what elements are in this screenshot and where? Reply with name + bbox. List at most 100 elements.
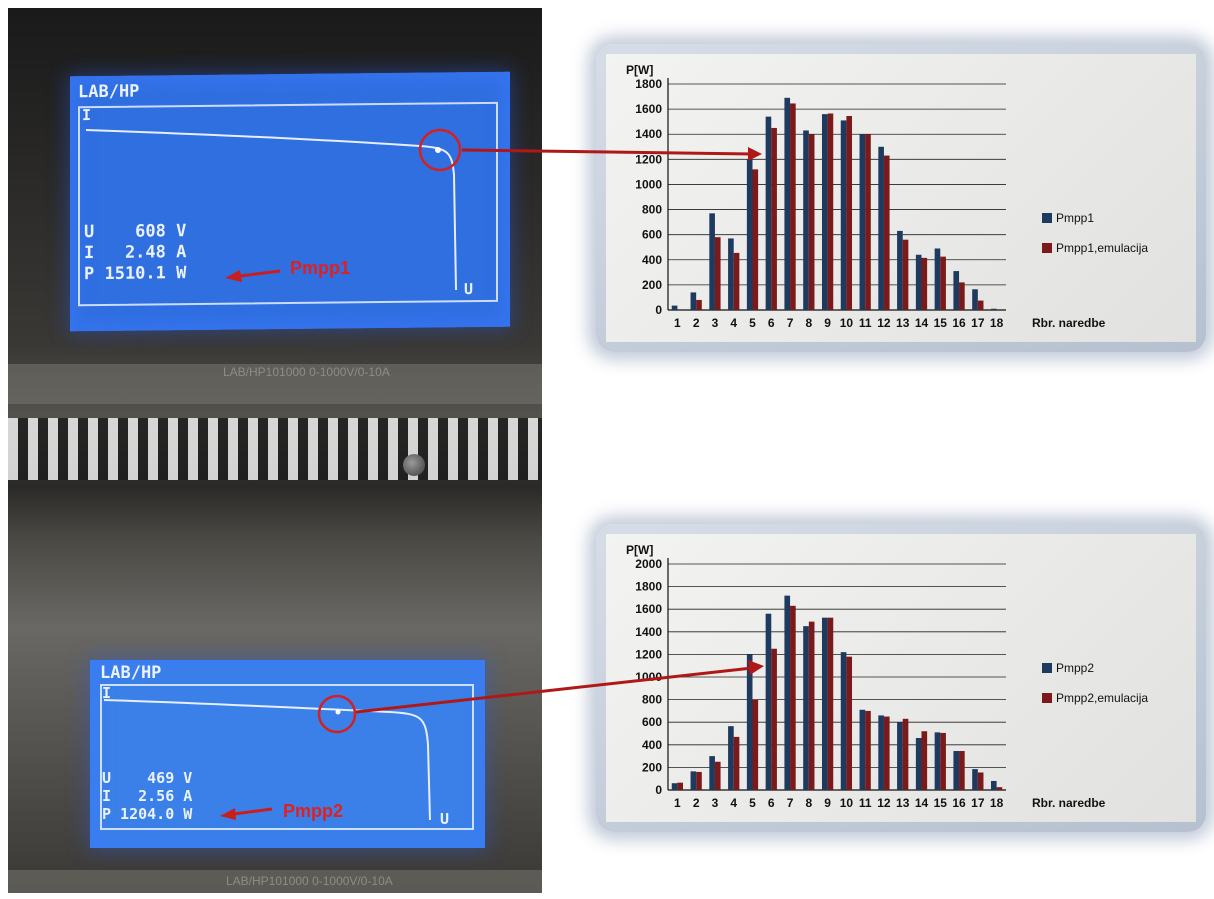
x-tick-label: 16 — [952, 796, 966, 810]
bar-emulated — [902, 718, 909, 790]
chart-card-top: P[W] 0 200 400 600 800 1000 1200 1400 1600 1800 1 2 3… — [596, 44, 1206, 352]
top-mpp-point — [435, 147, 441, 153]
y-tick-label: 200 — [642, 278, 662, 292]
bar-emulated — [714, 237, 721, 310]
bar-emulated — [733, 252, 740, 310]
top-pmpp-arrow — [239, 269, 281, 278]
bottom-pmpp-annotation: Pmpp2 — [283, 801, 344, 821]
bar-emulated — [921, 731, 928, 790]
bar-emulated — [771, 127, 777, 310]
x-tick-label: 1 — [674, 796, 681, 810]
chart-card-bottom: P[W] 0 200 400 600 800 1000 1200 1400 1600 1800 200… — [596, 524, 1206, 832]
y-tick-label: 1200 — [635, 152, 662, 166]
y-tick-label: 2000 — [635, 557, 662, 571]
x-tick-label: 8 — [805, 316, 812, 330]
top-device-model-label: LAB/HP101000 0-1000V/0-10A — [223, 365, 390, 379]
bottom-pmpp-arrow — [233, 807, 273, 816]
x-tick-label: 2 — [693, 796, 700, 810]
bar-emulated — [714, 761, 721, 790]
x-tick-label: 6 — [768, 796, 775, 810]
y-axis-title: P[W] — [626, 63, 653, 77]
bottom-display-current: I 2.56 A — [102, 787, 193, 805]
x-tick-label: 17 — [971, 316, 985, 330]
bar-measured — [728, 726, 734, 790]
bar-measured — [784, 595, 791, 790]
device-bezel-top — [8, 364, 542, 404]
y-tick-label: 800 — [642, 693, 662, 707]
bar-measured — [803, 130, 809, 310]
x-tick-label: 16 — [952, 316, 966, 330]
x-tick-label: 15 — [934, 796, 948, 810]
bar-measured — [897, 230, 903, 310]
bar-chart-bottom: P[W]020040060080010001200140016001800200… — [626, 543, 1148, 810]
legend-label: Pmpp1,emulacija — [1056, 241, 1148, 255]
top-connector-arrow — [461, 148, 753, 156]
y-tick-label: 1000 — [635, 177, 662, 191]
bar-emulated — [940, 256, 946, 310]
x-tick-label: 7 — [787, 316, 794, 330]
x-tick-label: 11 — [859, 316, 872, 330]
top-mpp-circle — [418, 128, 462, 172]
bar-measured — [878, 715, 884, 790]
x-tick-label: 9 — [824, 316, 831, 330]
bar-emulated — [996, 787, 1003, 790]
bar-measured — [953, 751, 960, 790]
y-tick-label: 400 — [642, 253, 662, 267]
legend-label: Pmpp2,emulacija — [1056, 691, 1148, 705]
device-knob — [403, 454, 425, 476]
legend-swatch — [1042, 693, 1052, 703]
bar-measured — [972, 289, 978, 310]
bar-measured — [709, 756, 715, 790]
x-tick-label: 17 — [971, 796, 985, 810]
x-tick-label: 9 — [824, 796, 831, 810]
bar-measured — [746, 159, 753, 310]
bar-measured — [803, 626, 809, 790]
legend-label: Pmpp2 — [1056, 661, 1094, 675]
bar-emulated — [940, 732, 946, 790]
device-bezel-bottom — [8, 870, 542, 893]
legend-label: Pmpp1 — [1056, 211, 1094, 225]
x-axis-title: Rbr. naredbe — [1032, 316, 1106, 330]
bottom-mpp-circle — [317, 694, 357, 734]
bottom-display-voltage: U 469 V — [102, 769, 193, 787]
bar-emulated — [808, 134, 815, 310]
bar-measured — [821, 114, 828, 310]
bar-measured — [840, 652, 847, 790]
bar-measured — [728, 238, 734, 310]
y-tick-label: 600 — [642, 715, 662, 729]
top-arrowhead — [748, 147, 762, 161]
x-tick-label: 3 — [712, 796, 719, 810]
top-iv-curve — [85, 129, 457, 291]
x-tick-label: 8 — [805, 796, 812, 810]
x-tick-label: 14 — [915, 796, 929, 810]
bar-measured — [840, 120, 847, 311]
bar-emulated — [696, 299, 702, 310]
instrument-photo: LAB/HP I U U 608 V I 2.48 A P 1510.1 W L… — [8, 8, 542, 893]
x-tick-label: 13 — [896, 796, 910, 810]
x-tick-label: 18 — [990, 316, 1004, 330]
bar-measured — [671, 305, 678, 310]
bar-emulated — [752, 169, 759, 310]
bar-measured — [953, 271, 960, 310]
bottom-display-title: LAB/HP — [100, 663, 162, 683]
bar-measured — [690, 292, 697, 310]
x-axis-title: Rbr. naredbe — [1032, 796, 1106, 810]
chart-area-bottom: P[W] 0 200 400 600 800 1000 1200 1400 1600 1800 200… — [606, 534, 1196, 822]
bar-measured — [972, 769, 978, 790]
bar-emulated — [865, 710, 871, 790]
y-tick-label: 1400 — [635, 625, 662, 639]
bar-measured — [859, 709, 866, 790]
bar-emulated — [846, 116, 853, 310]
legend-swatch — [1042, 663, 1052, 673]
y-tick-label: 1800 — [635, 77, 662, 91]
x-tick-label: 2 — [693, 316, 700, 330]
x-tick-label: 6 — [768, 316, 775, 330]
bar-emulated — [977, 300, 984, 310]
bar-measured — [671, 783, 678, 790]
bar-emulated — [865, 134, 871, 310]
y-tick-label: 600 — [642, 228, 662, 242]
y-tick-label: 0 — [655, 783, 662, 797]
bar-emulated — [677, 782, 684, 790]
x-tick-label: 4 — [730, 796, 737, 810]
